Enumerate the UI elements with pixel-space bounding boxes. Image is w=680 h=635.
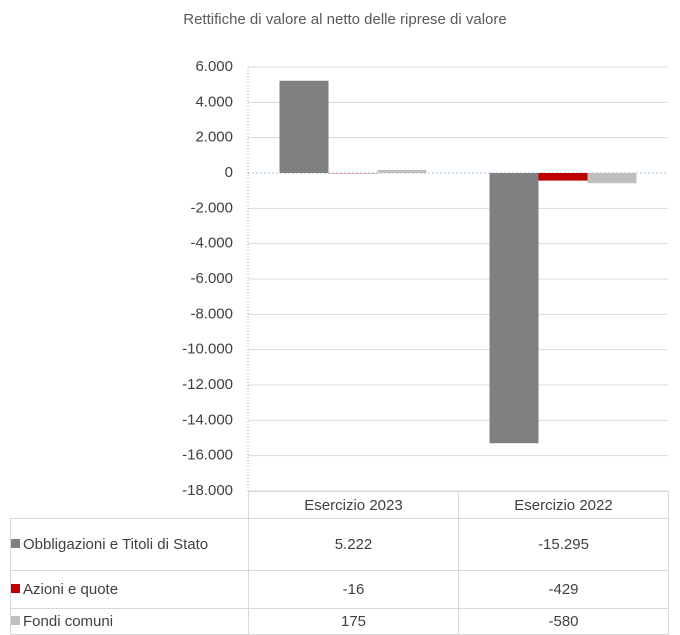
- table-row: Fondi comuni 175-580: [11, 609, 669, 635]
- data-label: -15.295: [459, 519, 669, 571]
- legend-swatch: [11, 616, 20, 625]
- y-tick-label: -16.000: [182, 447, 233, 464]
- data-label: -16: [249, 571, 459, 609]
- legend-label: Fondi comuni: [23, 613, 113, 630]
- bar: [588, 173, 637, 183]
- table-corner: [11, 492, 249, 519]
- x-tick-label: Esercizio 2022: [459, 492, 669, 519]
- y-tick-label: -2.000: [190, 199, 233, 216]
- bar: [490, 173, 539, 443]
- table-row: Azioni e quote -16-429: [11, 571, 669, 609]
- bar: [539, 173, 588, 181]
- y-tick-label: -10.000: [182, 341, 233, 358]
- y-tick-label: -4.000: [190, 235, 233, 252]
- bar: [280, 81, 329, 173]
- legend-cell: Fondi comuni: [11, 609, 249, 635]
- legend-swatch: [11, 584, 20, 593]
- x-tick-label: Esercizio 2023: [249, 492, 459, 519]
- y-tick-label: 2.000: [195, 129, 233, 146]
- y-tick-label: 0: [225, 164, 233, 181]
- legend-label: Obbligazioni e Titoli di Stato: [23, 536, 208, 553]
- legend-swatch: [11, 539, 20, 548]
- y-tick-label: -12.000: [182, 376, 233, 393]
- data-label: 5.222: [249, 519, 459, 571]
- y-tick-label: -8.000: [190, 305, 233, 322]
- data-label: 175: [249, 609, 459, 635]
- y-tick-label: -6.000: [190, 270, 233, 287]
- chart-title: Rettifiche di valore al netto delle ripr…: [183, 11, 507, 28]
- data-label: -429: [459, 571, 669, 609]
- legend-label: Azioni e quote: [23, 581, 118, 598]
- y-tick-label: -14.000: [182, 411, 233, 428]
- data-label: -580: [459, 609, 669, 635]
- table-row: Obbligazioni e Titoli di Stato 5.222-15.2…: [11, 519, 669, 571]
- y-tick-label: 4.000: [195, 93, 233, 110]
- legend-cell: Obbligazioni e Titoli di Stato: [11, 519, 249, 571]
- bar: [378, 170, 427, 173]
- legend-cell: Azioni e quote: [11, 571, 249, 609]
- y-tick-label: 6.000: [195, 58, 233, 75]
